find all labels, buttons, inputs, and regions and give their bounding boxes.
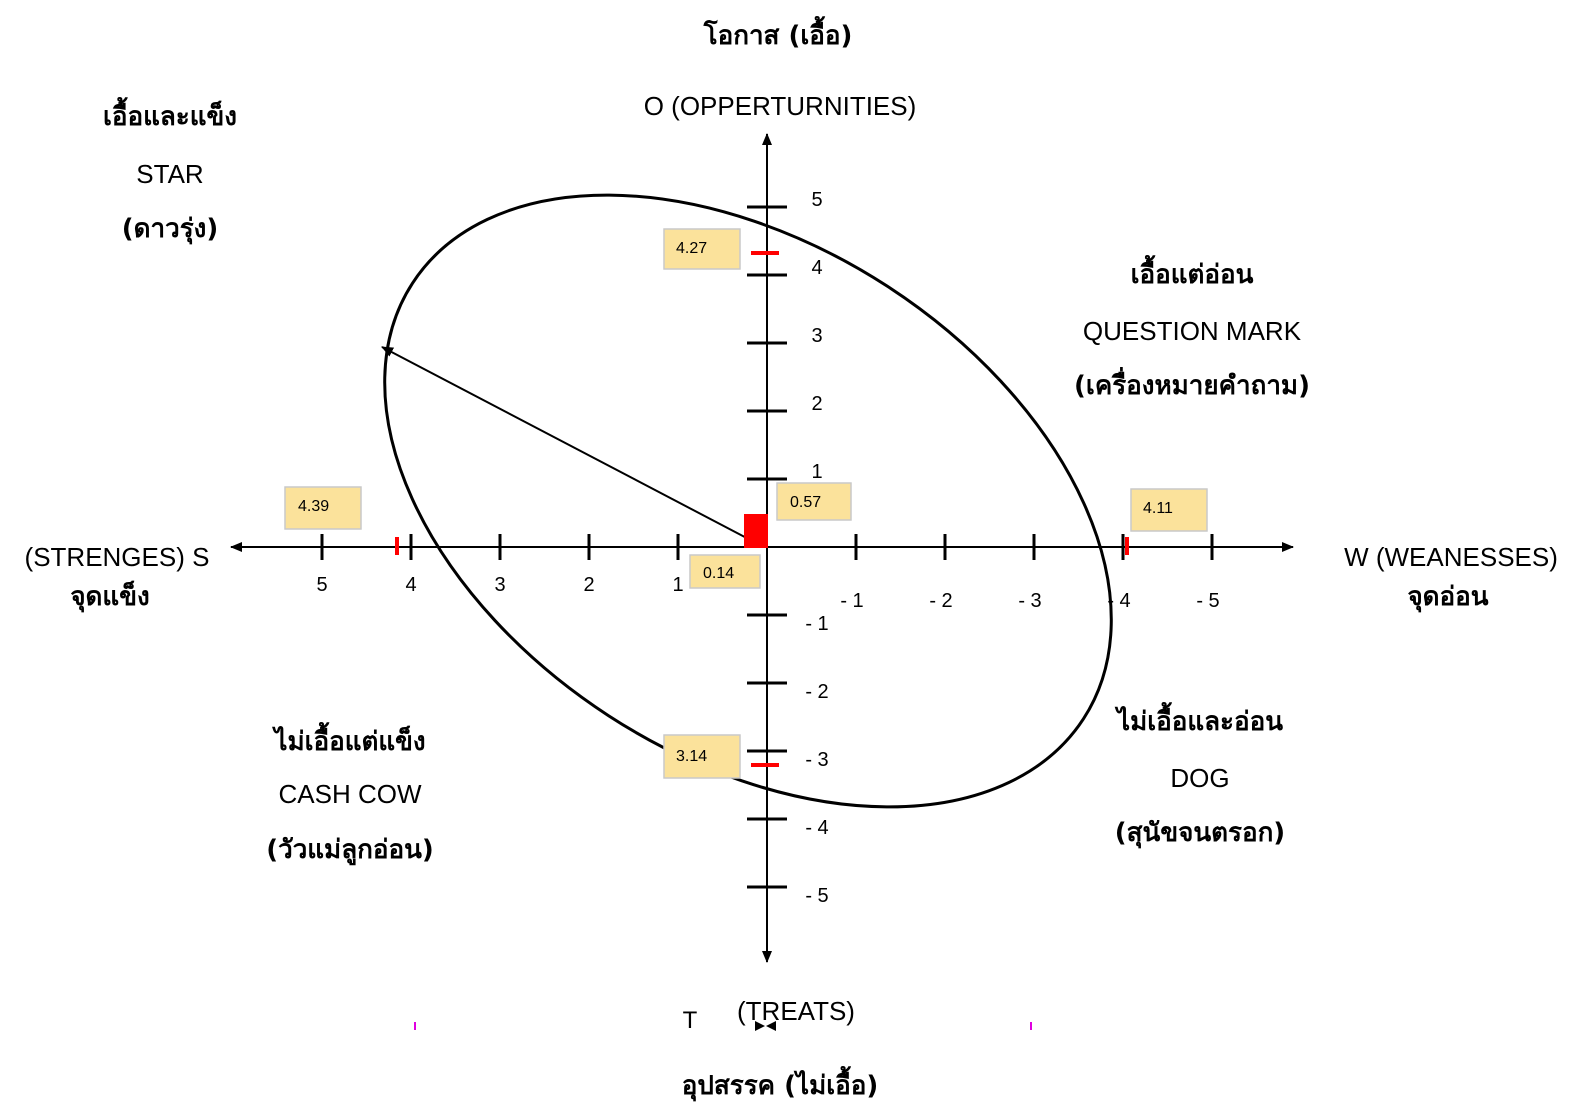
x-tick-label: - 1 (840, 590, 863, 612)
value-opportunities: 4.27 (676, 240, 707, 257)
cashcow-eng: CASH COW (279, 779, 422, 809)
y-tick-label: - 2 (805, 681, 828, 703)
y-tick-label: 3 (811, 325, 822, 347)
y-tick-label: - 5 (805, 885, 828, 907)
x-tick-label: 1 (672, 574, 683, 596)
x-tick-label: - 3 (1018, 590, 1041, 612)
y-tick-label: 2 (811, 393, 822, 415)
star-eng: STAR (136, 159, 203, 189)
x-tick-label: - 5 (1196, 590, 1219, 612)
strategy-vector-arrow (381, 346, 761, 546)
top-thai-title: โอกาส (เอื้อ) (703, 15, 853, 51)
value-net-y: 0.57 (790, 494, 821, 511)
y-tick-label: 5 (811, 189, 822, 211)
star-sub: (ดาวรุ่ง) (122, 214, 219, 245)
right-thai-label: จุดอ่อน (1407, 582, 1488, 613)
dog-thai: ไม่เอื้อและอ่อน (1114, 701, 1283, 737)
value-box-net-x: 0.14 (689, 554, 761, 589)
y-tick-label: 4 (811, 257, 822, 279)
star-thai: เอื้อและแข็ง (103, 96, 237, 132)
marker-net-position (744, 514, 768, 548)
artifact-bowtie (755, 1021, 776, 1031)
x-tick-label: 5 (316, 574, 327, 596)
y-tick-label: - 1 (805, 613, 828, 635)
y-tick-label: - 4 (805, 817, 828, 839)
value-net-x: 0.14 (703, 565, 734, 582)
question-thai: เอื้อแต่อ่อน (1131, 254, 1254, 290)
question-sub: (เครื่องหมายคำถาม) (1074, 366, 1310, 401)
value-box-strengths: 4.39 (284, 486, 362, 530)
x-ticks-weaknesses: - 1 - 2 - 3 - 4 - 5 (840, 534, 1220, 612)
value-box-weaknesses: 4.11 (1130, 488, 1208, 532)
value-strengths: 4.39 (298, 498, 329, 515)
x-tick-label: - 2 (929, 590, 952, 612)
question-eng: QUESTION MARK (1083, 316, 1302, 346)
x-tick-label: 2 (583, 574, 594, 596)
dog-eng: DOG (1170, 763, 1229, 793)
y-ticks-opportunities: 5 4 3 2 1 (747, 189, 823, 483)
value-box-opportunities: 4.27 (663, 228, 741, 270)
bottom-thai-title: อุปสรรค (ไม่เอื้อ) (682, 1065, 878, 1102)
bottom-axis-label: (TREATS) (737, 996, 855, 1026)
y-ticks-threats: - 1 - 2 - 3 - 4 - 5 (747, 613, 829, 907)
position-ellipse (383, 193, 1113, 809)
left-axis-label: (STRENGES) S (25, 542, 210, 572)
x-tick-label: 3 (494, 574, 505, 596)
bottom-axis-label-t: T (683, 1007, 698, 1034)
value-box-threats: 3.14 (663, 734, 741, 779)
x-tick-label: - 4 (1107, 590, 1130, 612)
right-axis-label: W (WEANESSES) (1344, 542, 1558, 572)
top-axis-label: O (OPPERTURNITIES) (644, 91, 917, 121)
value-box-net-y: 0.57 (776, 482, 852, 521)
dog-sub: (สุนัขจนตรอก) (1115, 818, 1285, 849)
value-weaknesses: 4.11 (1143, 500, 1173, 517)
x-ticks-strengths: 5 4 3 2 1 (316, 534, 684, 596)
y-tick-label: - 3 (805, 749, 828, 771)
y-tick-label: 1 (811, 461, 822, 483)
cashcow-thai: ไม่เอื้อแต่แข็ง (271, 721, 425, 757)
x-tick-label: 4 (405, 574, 416, 596)
left-thai-label: จุดแข็ง (70, 580, 149, 613)
cashcow-sub: (วัวแม่ลูกอ่อน) (266, 835, 434, 866)
value-threats: 3.14 (676, 748, 707, 765)
